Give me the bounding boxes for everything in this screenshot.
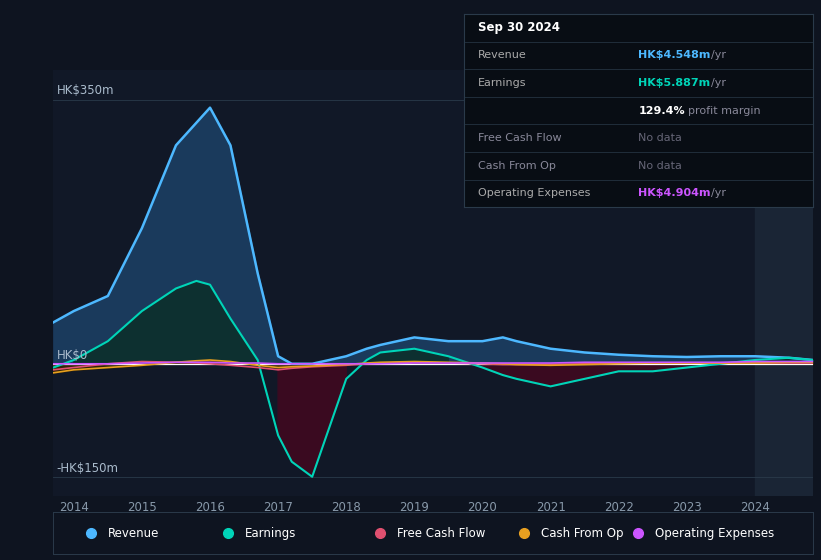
Text: HK$4.904m: HK$4.904m	[639, 188, 711, 198]
Text: /yr: /yr	[711, 188, 726, 198]
Text: Revenue: Revenue	[478, 50, 526, 60]
Text: Sep 30 2024: Sep 30 2024	[478, 21, 560, 34]
Bar	[754, 70, 813, 496]
Text: 129.4%: 129.4%	[639, 106, 685, 115]
Text: Operating Expenses: Operating Expenses	[655, 527, 774, 540]
Text: -HK$150m: -HK$150m	[57, 461, 119, 474]
Text: Earnings: Earnings	[478, 78, 526, 88]
Text: HK$0: HK$0	[57, 348, 88, 362]
Text: HK$350m: HK$350m	[57, 84, 114, 97]
Text: Earnings: Earnings	[245, 527, 296, 540]
Text: /yr: /yr	[711, 78, 726, 88]
Text: Operating Expenses: Operating Expenses	[478, 188, 590, 198]
Text: No data: No data	[639, 133, 682, 143]
Text: Free Cash Flow: Free Cash Flow	[478, 133, 562, 143]
Text: Cash From Op: Cash From Op	[478, 161, 556, 171]
Text: HK$5.887m: HK$5.887m	[639, 78, 710, 88]
Text: No data: No data	[639, 161, 682, 171]
Text: profit margin: profit margin	[688, 106, 760, 115]
Text: Cash From Op: Cash From Op	[541, 527, 623, 540]
Text: HK$4.548m: HK$4.548m	[639, 50, 711, 60]
Text: /yr: /yr	[711, 50, 726, 60]
Text: Revenue: Revenue	[108, 527, 159, 540]
Text: Free Cash Flow: Free Cash Flow	[397, 527, 485, 540]
